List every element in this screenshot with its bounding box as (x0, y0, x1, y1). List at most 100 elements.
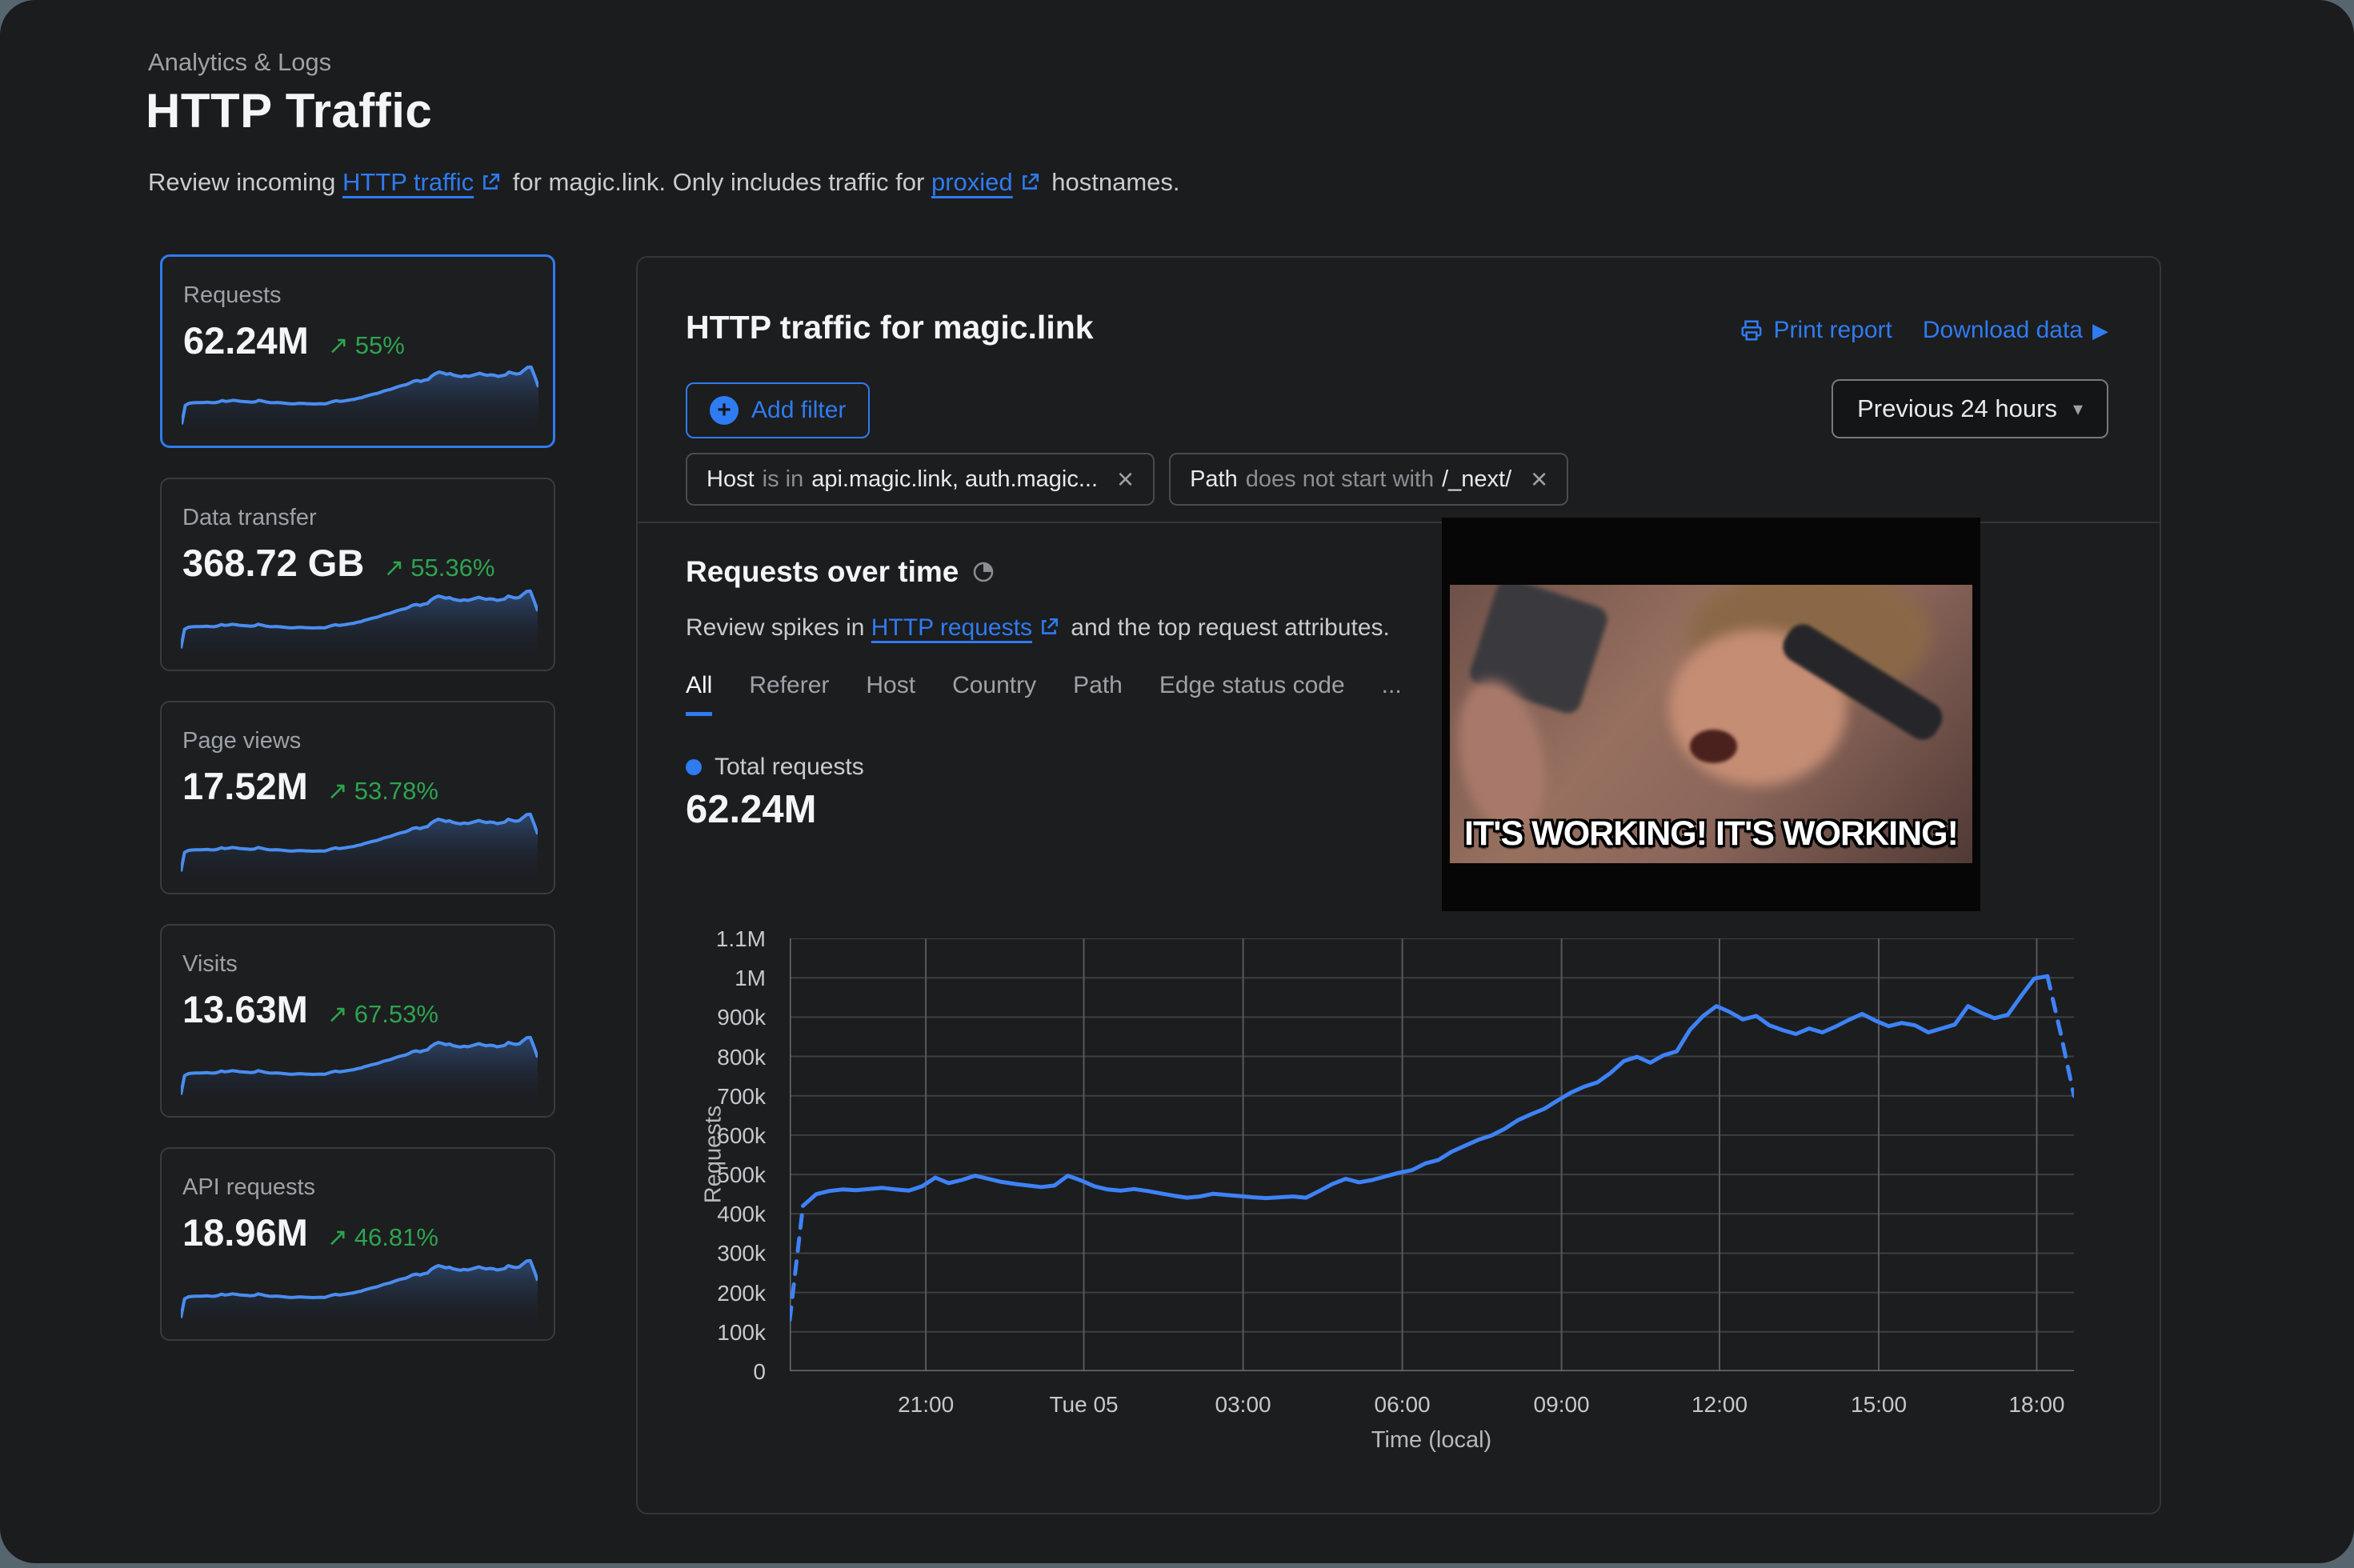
metric-label: API requests (182, 1174, 316, 1200)
filter-value: /_next/ (1442, 466, 1512, 492)
proxied-link[interactable]: proxied (931, 168, 1013, 196)
page-title: HTTP Traffic (146, 84, 433, 138)
metric-delta-value: 55.36% (410, 554, 495, 582)
metric-value: 17.52M (182, 765, 308, 807)
filter-value: api.magic.link, auth.magic... (811, 466, 1099, 492)
filter-chips-row: Host is in api.magic.link, auth.magic...… (686, 453, 1569, 506)
printer-icon (1741, 320, 1762, 341)
section-title: Requests over time (686, 555, 995, 589)
metric-delta: ↗ 53.78% (327, 777, 438, 806)
x-tick-label: 09:00 (1533, 1392, 1590, 1417)
external-link-icon (1022, 173, 1039, 190)
plus-circle-icon: + (710, 396, 739, 425)
y-axis-ticks: 0 100k 200k 300k 400k 500k 600k 700k 800k 900k 1M 1… (638, 926, 766, 1384)
x-axis-title: Time (local) (1371, 1427, 1492, 1453)
x-axis-ticks: 21:00 Tue 05 03:00 06:00 09:00 12:00 15:00 18:0… (790, 1392, 2074, 1424)
breadcrumb: Analytics & Logs (148, 48, 332, 76)
http-traffic-panel: HTTP traffic for magic.link Print report… (636, 256, 2161, 1514)
metric-cards-column: Requests 62.24M ↗ 55% Data transfer 368.7… (160, 254, 555, 1370)
x-tick-label: 03:00 (1215, 1392, 1271, 1417)
y-tick-label: 900k (717, 1005, 766, 1030)
page-intro: Review incoming HTTP traffic for magic.l… (148, 168, 1180, 197)
metric-delta: ↗ 67.53% (327, 1000, 438, 1029)
metric-value: 18.96M (182, 1211, 308, 1254)
section-divider (638, 522, 2160, 523)
requests-over-time-chart[interactable] (790, 938, 2074, 1371)
add-filter-label: Add filter (751, 397, 847, 423)
clock-icon (974, 562, 994, 582)
y-tick-label: 500k (717, 1162, 766, 1188)
y-tick-label: 1M (735, 966, 766, 991)
tab-country[interactable]: Country (952, 672, 1037, 698)
panel-actions: Print report Download data ▶ (1739, 317, 2108, 344)
y-tick-label: 800k (717, 1044, 766, 1070)
http-traffic-link[interactable]: HTTP traffic (342, 168, 474, 196)
trend-up-icon: ↗ (383, 554, 405, 582)
metric-card-visits[interactable]: Visits 13.63M ↗ 67.53% (160, 924, 555, 1118)
download-caret-icon: ▶ (2092, 318, 2108, 342)
metric-card-requests[interactable]: Requests 62.24M ↗ 55% (160, 254, 555, 448)
http-requests-link[interactable]: HTTP requests (871, 614, 1032, 641)
metric-label: Page views (182, 728, 302, 754)
filter-field: Host (707, 466, 755, 492)
tab-path[interactable]: Path (1073, 672, 1123, 698)
tab-host[interactable]: Host (866, 672, 916, 698)
remove-filter-icon[interactable]: × (1531, 462, 1548, 495)
sparkline-chart (182, 365, 538, 436)
metric-card-api-requests[interactable]: API requests 18.96M ↗ 46.81% (160, 1147, 555, 1341)
intro-text-1: Review incoming (148, 168, 342, 196)
time-range-dropdown[interactable]: Previous 24 hours ▾ (1832, 379, 2108, 438)
tab-overflow-ellipsis[interactable]: ... (1381, 672, 1402, 698)
panel-title: HTTP traffic for magic.link (686, 309, 1094, 346)
desc-text-1: Review spikes in (686, 614, 871, 641)
filter-chip-path[interactable]: Path does not start with /_next/ × (1169, 453, 1569, 506)
external-link-icon (483, 173, 500, 190)
meme-shape-mouth (1690, 729, 1738, 763)
external-link-icon (1042, 618, 1059, 634)
y-tick-label: 300k (717, 1241, 766, 1266)
y-tick-label: 200k (717, 1280, 766, 1306)
y-tick-label: 1.1M (715, 926, 766, 951)
metric-card-data-transfer[interactable]: Data transfer 368.72 GB ↗ 55.36% (160, 478, 555, 671)
intro-text-3: hostnames. (1044, 168, 1180, 196)
total-requests-value: 62.24M (686, 788, 817, 831)
tab-all[interactable]: All (686, 672, 713, 716)
sparkline-chart (181, 1258, 538, 1330)
metric-label: Data transfer (182, 505, 317, 530)
y-tick-label: 100k (717, 1319, 766, 1345)
x-tick-label: 12:00 (1691, 1392, 1748, 1417)
section-title-text: Requests over time (686, 555, 959, 588)
download-data-button[interactable]: Download data ▶ (1923, 317, 2108, 344)
tab-edge-status-code[interactable]: Edge status code (1159, 672, 1345, 698)
metric-delta-value: 53.78% (354, 777, 438, 805)
x-tick-label: Tue 05 (1049, 1392, 1119, 1417)
sparkline-chart (181, 1035, 538, 1106)
y-axis-title: Requests (700, 1105, 727, 1204)
trend-up-icon: ↗ (326, 1000, 348, 1028)
meme-overlay-image: IT'S WORKING! IT'S WORKING! (1442, 518, 1980, 911)
metric-label: Visits (182, 951, 238, 977)
legend-label: Total requests (715, 754, 864, 780)
meme-caption: IT'S WORKING! IT'S WORKING! (1464, 814, 1959, 853)
y-tick-label: 700k (717, 1083, 766, 1109)
metric-label: Requests (183, 282, 282, 308)
intro-text-2: for magic.link. Only includes traffic fo… (506, 168, 931, 196)
meme-photo (1450, 585, 1972, 863)
legend-dot-icon (686, 759, 702, 775)
metric-delta: ↗ 55.36% (383, 554, 494, 582)
tab-referer[interactable]: Referer (749, 672, 830, 698)
print-report-button[interactable]: Print report (1739, 317, 1892, 344)
download-data-label: Download data (1922, 317, 2083, 343)
filter-chip-host[interactable]: Host is in api.magic.link, auth.magic...… (686, 453, 1155, 506)
add-filter-button[interactable]: + Add filter (686, 382, 871, 438)
x-tick-label: 21:00 (898, 1392, 955, 1417)
metric-card-page-views[interactable]: Page views 17.52M ↗ 53.78% (160, 701, 555, 894)
trend-up-icon: ↗ (326, 1223, 348, 1251)
metric-value: 62.24M (183, 319, 309, 362)
metric-value: 368.72 GB (182, 542, 365, 584)
remove-filter-icon[interactable]: × (1117, 462, 1135, 495)
desc-text-2: and the top request attributes. (1063, 614, 1390, 641)
filter-operator: is in (762, 466, 804, 492)
y-tick-label: 600k (717, 1122, 766, 1148)
